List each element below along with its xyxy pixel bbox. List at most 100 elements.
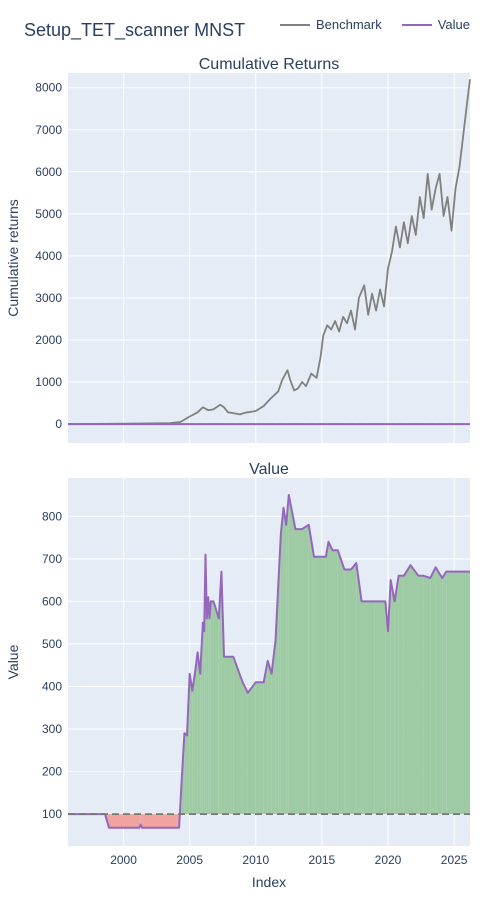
cumulative-returns-plot-background bbox=[68, 73, 470, 443]
gain-area bbox=[184, 733, 188, 815]
gain-area bbox=[295, 529, 303, 815]
gain-area bbox=[271, 639, 276, 815]
gain-area bbox=[313, 556, 326, 815]
gain-area bbox=[344, 569, 351, 815]
gain-area bbox=[288, 495, 296, 815]
gain-area bbox=[332, 550, 338, 815]
gain-area bbox=[394, 575, 399, 815]
gain-area bbox=[189, 673, 193, 815]
legend-label-benchmark: Benchmark bbox=[315, 17, 382, 32]
value-y-axis-label: Value bbox=[5, 644, 21, 679]
gain-area bbox=[247, 682, 256, 815]
gain-area bbox=[418, 575, 424, 815]
x-tick-label: 2010 bbox=[242, 853, 269, 867]
gain-area bbox=[410, 565, 419, 815]
value-area-fills bbox=[105, 495, 470, 828]
y-tick-label: 400 bbox=[42, 679, 62, 693]
gain-area bbox=[286, 495, 289, 815]
gain-area bbox=[328, 541, 333, 815]
cumulative-returns-y-axis-label: Cumulative returns bbox=[5, 199, 21, 317]
gain-area bbox=[267, 660, 272, 815]
gain-area bbox=[442, 571, 447, 815]
gain-area bbox=[388, 580, 391, 815]
value-series bbox=[68, 494, 470, 829]
figure-title: Setup_TET_scanner MNST bbox=[24, 20, 246, 40]
legend-swatch-benchmark bbox=[279, 23, 310, 26]
gain-area bbox=[350, 563, 357, 815]
gain-area bbox=[325, 541, 329, 815]
x-axis-label: Index bbox=[252, 874, 286, 890]
legend-item-value[interactable]: Value bbox=[401, 17, 470, 32]
gain-area bbox=[197, 652, 201, 815]
gain-area bbox=[218, 571, 222, 815]
gain-area bbox=[435, 567, 443, 815]
value-subtitle: Value bbox=[249, 461, 289, 478]
x-tick-label: 2015 bbox=[309, 853, 336, 867]
cumulative-returns-panel: 0 1000 2000 3000 4000 5000 6000 7000 8000 Cumula… bbox=[5, 56, 471, 443]
y-tick-label: 2000 bbox=[35, 333, 62, 347]
gain-area bbox=[398, 575, 404, 815]
gain-area bbox=[242, 682, 248, 815]
legend-label-value: Value bbox=[437, 17, 470, 32]
y-tick-label: 300 bbox=[42, 722, 62, 736]
gain-area bbox=[210, 601, 214, 815]
gain-area bbox=[233, 656, 243, 815]
cumulative-returns-subtitle: Cumulative Returns bbox=[199, 56, 340, 73]
gain-area bbox=[430, 567, 436, 815]
x-tick-label: 2000 bbox=[110, 853, 137, 867]
gain-area bbox=[308, 524, 314, 815]
cumulative-returns-gridlines bbox=[68, 73, 470, 443]
gain-area bbox=[278, 533, 281, 815]
y-tick-label: 800 bbox=[42, 509, 62, 523]
loss-area bbox=[108, 814, 140, 828]
gain-area bbox=[263, 660, 268, 815]
loss-area bbox=[142, 814, 180, 828]
y-tick-label: 100 bbox=[42, 807, 62, 821]
y-tick-label: 4000 bbox=[35, 249, 62, 263]
gain-area bbox=[283, 507, 287, 815]
y-tick-label: 6000 bbox=[35, 165, 62, 179]
gain-area bbox=[213, 601, 219, 815]
gain-area bbox=[255, 682, 264, 815]
gain-area bbox=[206, 597, 209, 815]
x-tick-label: 2025 bbox=[441, 853, 468, 867]
gain-area bbox=[390, 580, 395, 815]
gain-area bbox=[194, 652, 198, 815]
cumulative-returns-series bbox=[67, 79, 471, 426]
gain-area bbox=[209, 601, 211, 815]
legend: Benchmark Value bbox=[279, 17, 470, 32]
y-tick-label: 0 bbox=[55, 417, 62, 431]
value-panel: 2000 2005 2010 2015 2020 2025 100 200 300 400 500 6… bbox=[5, 461, 470, 890]
gain-area bbox=[192, 673, 195, 815]
gain-area bbox=[205, 554, 207, 815]
x-tick-label: 2005 bbox=[176, 853, 203, 867]
series-line-value bbox=[68, 494, 470, 829]
gain-area bbox=[423, 575, 431, 815]
gain-area bbox=[224, 656, 234, 815]
gain-area bbox=[302, 524, 309, 815]
gain-area bbox=[202, 622, 205, 815]
x-tick-label: 2020 bbox=[375, 853, 402, 867]
y-tick-label: 5000 bbox=[35, 207, 62, 221]
y-tick-label: 700 bbox=[42, 552, 62, 566]
y-tick-label: 3000 bbox=[35, 291, 62, 305]
gain-area bbox=[365, 601, 375, 815]
cumulative-returns-y-axis: 0 1000 2000 3000 4000 5000 6000 7000 8000 bbox=[35, 81, 62, 431]
gain-area bbox=[361, 601, 366, 815]
y-tick-label: 500 bbox=[42, 637, 62, 651]
y-tick-label: 1000 bbox=[35, 375, 62, 389]
legend-item-benchmark[interactable]: Benchmark bbox=[279, 17, 382, 32]
gain-area bbox=[337, 550, 345, 815]
y-tick-label: 8000 bbox=[35, 81, 62, 95]
y-tick-label: 200 bbox=[42, 765, 62, 779]
y-tick-label: 7000 bbox=[35, 123, 62, 137]
gain-area bbox=[208, 597, 210, 815]
y-tick-label: 600 bbox=[42, 594, 62, 608]
gain-area bbox=[385, 601, 389, 815]
gain-area bbox=[403, 565, 411, 815]
gain-area bbox=[221, 571, 225, 815]
gain-area bbox=[374, 601, 386, 815]
series-line-benchmark bbox=[67, 79, 471, 425]
gain-area bbox=[280, 507, 284, 815]
